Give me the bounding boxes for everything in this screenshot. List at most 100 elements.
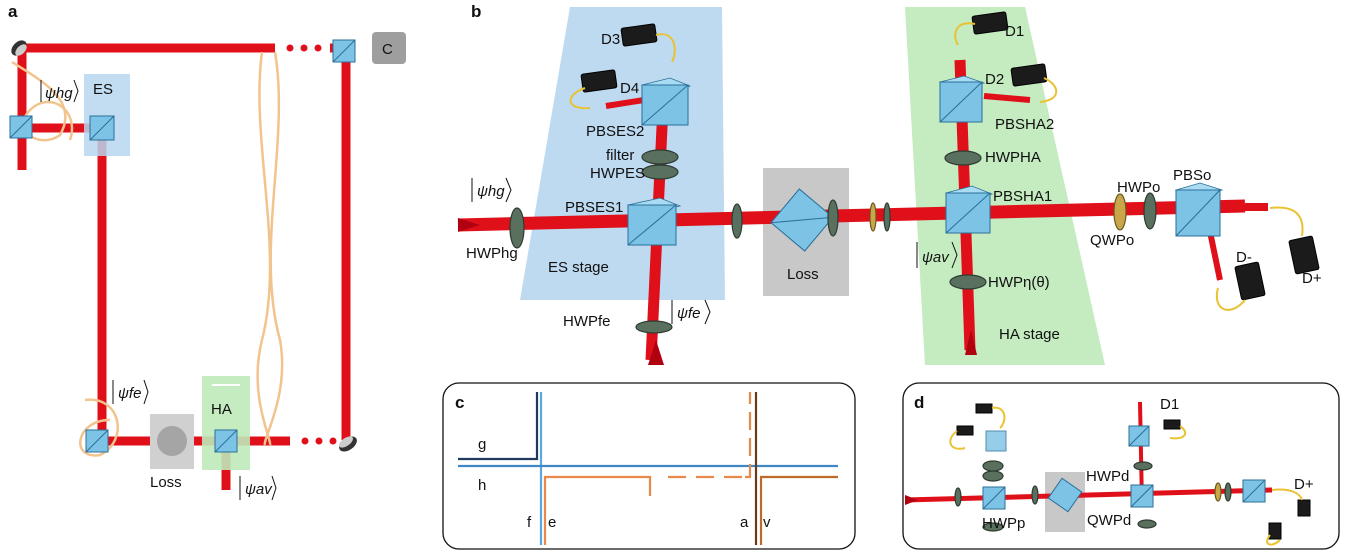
- detector-d-4: [1297, 499, 1311, 517]
- pbs-es1-cube: [626, 197, 682, 246]
- wp-d-filter: [982, 460, 1004, 472]
- pbs-cube-d-5: [985, 430, 1007, 452]
- label-d2: D2: [985, 71, 1004, 88]
- hwp-es-plate: [641, 164, 679, 180]
- fiber-loop-top: [256, 51, 284, 446]
- label-pbs-es2: PBSES2: [586, 123, 644, 140]
- label-ha-stage: HA stage: [999, 326, 1060, 343]
- fiber-d-3: [1169, 425, 1187, 440]
- mirror-bottom-right: [339, 436, 357, 452]
- ket-hg-a: ψhg: [40, 79, 79, 103]
- fiber-d-5: [1266, 534, 1281, 546]
- hwp-ha-plate: [944, 150, 982, 166]
- pbs-cube-a-es-left: [9, 115, 33, 139]
- ket-fe-b: ψfe: [671, 299, 711, 325]
- wp-d-7: [1214, 482, 1222, 502]
- label-v: v: [763, 514, 771, 531]
- detector-d2: [1010, 63, 1058, 103]
- panel-a-letter: a: [8, 2, 18, 21]
- label-hwp-es: HWPES: [590, 165, 645, 182]
- es-box-label: ES: [93, 81, 113, 98]
- label-filter: filter: [606, 147, 634, 164]
- panel-d: d: [902, 382, 1340, 550]
- pbs-ha2-cube: [938, 75, 986, 123]
- hwp-eta-plate: [949, 274, 987, 290]
- pbs-cube-d-2: [1130, 484, 1154, 508]
- line-v: [759, 475, 838, 545]
- c-box-label: C: [382, 41, 393, 58]
- pbs-ha1-cube: [944, 185, 994, 234]
- panel-b: b: [457, 2, 1322, 365]
- ha-box-bg: [202, 376, 250, 470]
- line-e: [543, 475, 652, 545]
- label-pbs-es1: PBSES1: [565, 199, 623, 216]
- label-d1: D1: [1005, 23, 1024, 40]
- line-g: [458, 392, 539, 461]
- wp-d-2: [1031, 485, 1039, 505]
- arrow-in-fe: [648, 340, 664, 365]
- wp-mid-2: [883, 202, 891, 232]
- pbs-es2-cube: [640, 77, 692, 126]
- panel-a-dots: [286, 44, 337, 445]
- beam-to-d4: [605, 97, 645, 109]
- fiber-loop-fe: [79, 398, 119, 457]
- label-h: h: [478, 477, 486, 494]
- wp-d-1: [954, 487, 962, 507]
- fiber-d-4: [1271, 488, 1303, 501]
- label-qwp-d: QWPd: [1087, 512, 1131, 529]
- qwp-o-plate: [1113, 193, 1127, 231]
- panel-b-letter: b: [471, 2, 481, 21]
- ket-hg-b: ψhg: [471, 177, 512, 203]
- svg-text:ψav: ψav: [245, 481, 273, 498]
- panel-a: a: [8, 2, 406, 501]
- label-hwp-ha: HWPHA: [985, 149, 1041, 166]
- label-g: g: [478, 436, 486, 453]
- label-hwp-eta: HWPη(θ): [988, 274, 1050, 291]
- panel-c: c g h f e a v: [442, 382, 856, 550]
- es-box-bg: [84, 74, 130, 156]
- label-d-dplus: D+: [1294, 476, 1314, 493]
- wp-d-5: [1133, 461, 1153, 471]
- arrow-in-ha: [965, 330, 977, 355]
- filter-plate: [641, 149, 679, 165]
- svg-text:ψav: ψav: [922, 249, 950, 266]
- loss-cube-b: [770, 188, 834, 252]
- label-hwp-fe: HWPfe: [563, 313, 611, 330]
- svg-text:ψhg: ψhg: [45, 85, 73, 102]
- arrow-in-d: [905, 495, 918, 505]
- wp-after-es-1: [731, 203, 743, 239]
- hwp-fe-plate: [635, 320, 673, 334]
- label-hwp-o: HWPo: [1117, 179, 1160, 196]
- panel-d-frame: [902, 382, 1340, 550]
- detector-dminus: [1215, 261, 1266, 311]
- detector-d-5: [1268, 522, 1282, 540]
- label-hwp-d: HWPd: [1086, 468, 1129, 485]
- label-d4: D4: [620, 80, 639, 97]
- line-e-right: [745, 392, 752, 479]
- wp-after-loss: [827, 199, 839, 237]
- label-es-stage: ES stage: [548, 259, 609, 276]
- wp-d-3: [982, 470, 1004, 482]
- detector-d-2: [956, 425, 974, 436]
- label-pbs-ha2: PBSHA2: [995, 116, 1054, 133]
- label-a: a: [740, 514, 749, 531]
- ket-av-a: ψav: [239, 475, 277, 501]
- panel-c-letter: c: [455, 393, 464, 412]
- label-hwp-p: HWPp: [982, 515, 1025, 532]
- wp-d-8: [1224, 482, 1232, 502]
- detector-d4: [569, 69, 618, 110]
- label-f: f: [527, 514, 532, 531]
- hwp-o-plate: [1143, 192, 1157, 230]
- label-qwp-o: QWPo: [1090, 232, 1134, 249]
- svg-text:ψfe: ψfe: [677, 305, 700, 322]
- fiber-d-2: [949, 430, 966, 450]
- pbs-cube-a-ha: [214, 429, 238, 453]
- pbs-cube-d-3: [1128, 425, 1150, 447]
- label-dplus: D+: [1302, 270, 1322, 287]
- label-e: e: [548, 514, 556, 531]
- wp-d-4: [982, 522, 1004, 532]
- label-d3: D3: [601, 31, 620, 48]
- wp-d-6: [1137, 519, 1157, 529]
- c-box: [372, 32, 406, 64]
